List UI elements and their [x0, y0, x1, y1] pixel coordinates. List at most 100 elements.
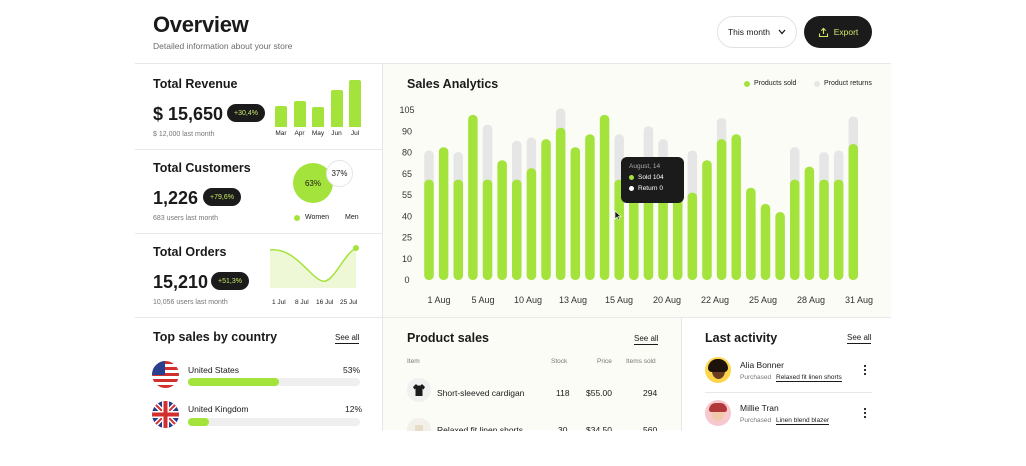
- country-progress-fill: [188, 378, 279, 386]
- revenue-month-label: May: [311, 130, 325, 137]
- orders-endpoint: [353, 245, 359, 251]
- country-progress-track: [188, 378, 360, 386]
- sold-bar[interactable]: [541, 139, 551, 280]
- export-label: Export: [833, 27, 859, 37]
- x-tick-label: 13 Aug: [559, 295, 587, 305]
- revenue-note: $ 12,000 last month: [153, 131, 215, 138]
- activity-product-link[interactable]: Linen blend blazer: [776, 417, 830, 425]
- men-pct: 37%: [331, 169, 348, 178]
- legend-dot: [629, 186, 634, 191]
- legend-dot: [744, 80, 750, 87]
- sold-bar[interactable]: [790, 179, 800, 280]
- sold-bar[interactable]: [614, 179, 624, 280]
- sold-bar[interactable]: [848, 144, 859, 280]
- sold-bar[interactable]: [512, 179, 522, 280]
- divider: [681, 317, 682, 431]
- sold-bar[interactable]: [526, 168, 537, 280]
- x-tick-label: 5 Aug: [471, 295, 494, 305]
- cardigan-icon: [413, 384, 425, 396]
- sold-bar[interactable]: [453, 179, 464, 280]
- sold-bar[interactable]: [760, 203, 771, 280]
- column-header-sold: Items sold: [626, 358, 656, 365]
- page-title: Overview: [153, 12, 249, 37]
- x-tick-label: 1 Aug: [427, 295, 450, 305]
- orders-x-label: 16 Jul: [316, 299, 334, 306]
- x-tick-label: 20 Aug: [653, 295, 681, 305]
- sold-bar[interactable]: [672, 184, 683, 280]
- sold-bar[interactable]: [731, 134, 741, 280]
- sold-bar[interactable]: [716, 139, 727, 280]
- divider: [382, 63, 383, 431]
- sold-bar[interactable]: [775, 212, 785, 280]
- sold-bar[interactable]: [629, 192, 639, 280]
- sold-bar[interactable]: [599, 114, 610, 280]
- country-name: United States: [188, 365, 240, 375]
- activity-title: Last activity: [705, 331, 778, 345]
- activity-see-all[interactable]: See all: [847, 333, 872, 344]
- customers-note: 683 users last month: [153, 215, 218, 222]
- sold-bar[interactable]: [643, 179, 654, 280]
- product-thumbnail: [407, 378, 431, 402]
- product-sold: 560: [643, 425, 658, 435]
- x-tick-label: 22 Aug: [701, 295, 729, 305]
- sold-bar[interactable]: [687, 192, 698, 280]
- orders-title: Total Orders: [153, 245, 227, 259]
- activity-product-link[interactable]: Relaxed fit linen shorts: [776, 374, 842, 382]
- activity-user-name: Alia Bonner: [740, 360, 784, 370]
- period-dropdown[interactable]: This month: [717, 16, 797, 48]
- y-tick-label: 55: [402, 190, 412, 200]
- product-sales-panel: [383, 318, 682, 430]
- product-price: $55.00: [586, 388, 612, 398]
- sold-bar[interactable]: [555, 127, 566, 280]
- sold-bar[interactable]: [585, 134, 595, 280]
- tooltip-sold-label: Sold 104: [638, 174, 664, 181]
- revenue-bar: [293, 101, 306, 127]
- product-name[interactable]: Short-sleeved cardigan: [437, 388, 525, 398]
- avatar-hair: [708, 359, 728, 372]
- sold-bar[interactable]: [746, 187, 756, 280]
- sold-bar[interactable]: [804, 166, 815, 280]
- country-progress-track: [188, 418, 360, 426]
- sales-analytics-title: Sales Analytics: [407, 77, 499, 91]
- revenue-bar: [349, 80, 361, 127]
- product-sales-see-all[interactable]: See all: [634, 334, 659, 345]
- product-name[interactable]: Relaxed fit linen shorts: [437, 425, 523, 435]
- sold-bar[interactable]: [570, 147, 581, 280]
- customers-title: Total Customers: [153, 161, 251, 175]
- y-tick-label: 105: [399, 105, 414, 115]
- sold-bar[interactable]: [702, 160, 712, 280]
- y-tick-label: 90: [402, 126, 412, 136]
- y-tick-label: 10: [402, 254, 412, 264]
- sold-bar[interactable]: [424, 179, 434, 280]
- more-options-icon[interactable]: [862, 364, 868, 376]
- y-tick-label: 80: [402, 148, 412, 158]
- country-progress-fill: [188, 418, 209, 426]
- period-label: This month: [727, 27, 771, 37]
- sold-bar[interactable]: [482, 179, 493, 280]
- sold-bar[interactable]: [468, 114, 478, 280]
- avatar: [705, 400, 731, 426]
- us-flag-icon: [152, 361, 179, 388]
- revenue-mini-chart: Mar Apr May Jun Jul: [275, 80, 361, 137]
- sold-bar[interactable]: [497, 160, 507, 280]
- product-sold: 294: [643, 388, 658, 398]
- top-sales-see-all[interactable]: See all: [335, 333, 360, 344]
- x-tick-label: 28 Aug: [797, 295, 825, 305]
- x-tick-label: 15 Aug: [605, 295, 633, 305]
- women-pct: 63%: [304, 178, 321, 188]
- sold-bar[interactable]: [833, 179, 844, 280]
- avatar: [705, 357, 731, 383]
- export-button[interactable]: Export: [804, 16, 872, 48]
- more-options-icon[interactable]: [862, 407, 868, 419]
- uk-flag-icon: [152, 401, 179, 428]
- revenue-month-label: Jun: [331, 130, 342, 137]
- sold-bar[interactable]: [438, 147, 449, 280]
- chevron-down-icon: [778, 29, 786, 35]
- legend-dot: [629, 175, 634, 180]
- tooltip-sold: Sold 104: [629, 174, 676, 181]
- legend-sold-label: Products sold: [754, 80, 797, 87]
- y-tick-label: 40: [402, 211, 412, 221]
- avatar-hair: [709, 403, 727, 412]
- revenue-month-label: Jul: [350, 130, 360, 137]
- sold-bar[interactable]: [819, 179, 829, 280]
